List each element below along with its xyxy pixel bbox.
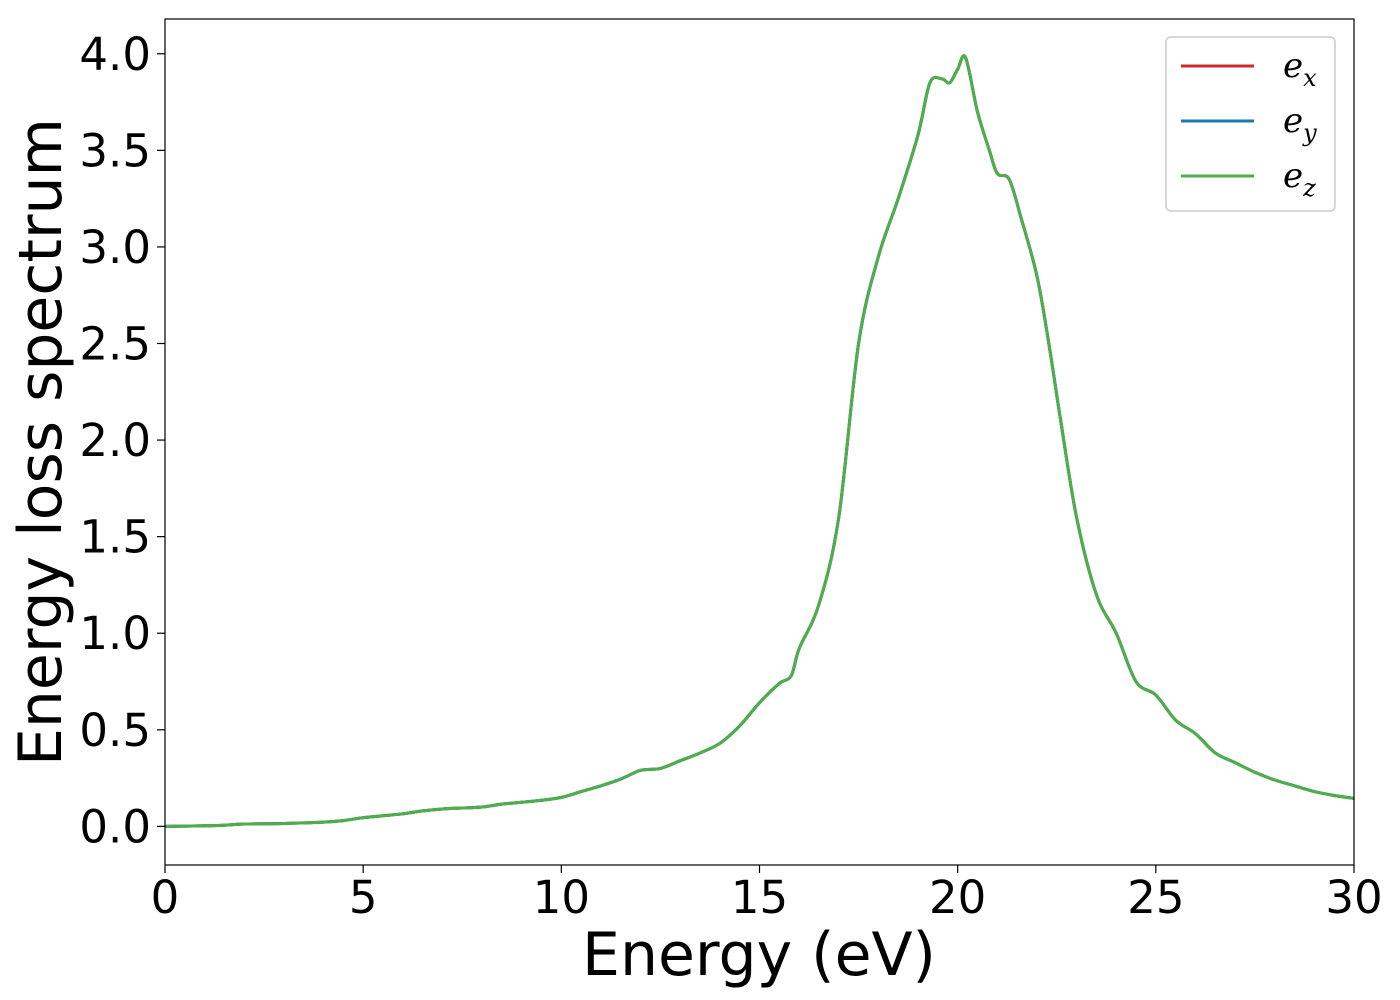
x-tick-label: 15 — [731, 871, 788, 924]
y-tick-label: 1.5 — [79, 511, 151, 564]
legend-label-z: ez — [1283, 156, 1316, 202]
legend-items: ex ey ez — [1181, 46, 1317, 202]
legend-label-y: ey — [1283, 101, 1317, 147]
y-tick-label: 4.0 — [79, 28, 151, 81]
y-tick-label: 2.0 — [79, 414, 151, 467]
y-tick-label: 3.0 — [79, 221, 151, 274]
legend-frame — [1165, 36, 1336, 212]
y-tick-label: 0.5 — [79, 704, 151, 757]
x-tick-label: 30 — [1325, 871, 1382, 924]
series-line-z — [164, 54, 1355, 828]
y-tick-label: 1.0 — [79, 607, 151, 660]
y-tick-label: 3.5 — [79, 124, 151, 177]
y-tick-label: 2.5 — [79, 317, 151, 370]
legend-label-x: ex — [1283, 46, 1317, 92]
x-axis-ticks: 0 5 10 15 20 25 30 — [151, 865, 1383, 924]
y-tick-label: 0.0 — [79, 800, 151, 853]
x-tick-label: 20 — [929, 871, 986, 924]
x-tick-label: 10 — [533, 871, 590, 924]
x-tick-label: 0 — [151, 871, 180, 924]
y-axis-ticks: 0.0 0.5 1.0 1.5 2.0 2.5 3.0 3.5 4.0 — [79, 28, 165, 853]
x-axis-label: Energy (eV) — [582, 920, 936, 990]
series-layer — [164, 54, 1355, 828]
legend: ex ey ez — [1165, 36, 1336, 212]
x-tick-label: 5 — [349, 871, 378, 924]
x-tick-label: 25 — [1127, 871, 1184, 924]
y-axis-label: Energy loss spectrum — [6, 118, 76, 766]
